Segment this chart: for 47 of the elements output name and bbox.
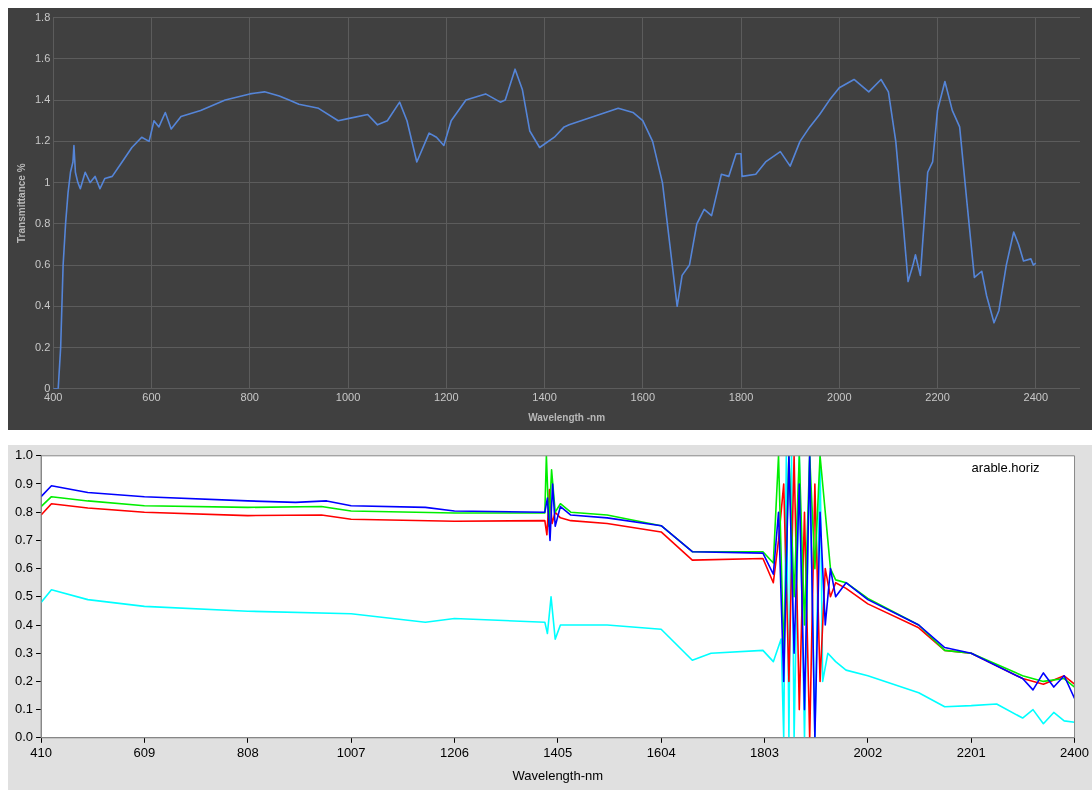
x-tick-label: 1400 bbox=[532, 391, 557, 404]
y-tick-label: 0.5 bbox=[14, 588, 34, 604]
x-tick-label: 1600 bbox=[630, 391, 656, 404]
x-axis-title: Wavelength -nm bbox=[528, 411, 606, 423]
y-tick-label: 0.3 bbox=[14, 644, 34, 660]
y-tick-label: 0.0 bbox=[14, 729, 34, 745]
y-tick-label: 1.0 bbox=[14, 447, 34, 463]
y-tick-label: 0.4 bbox=[34, 299, 51, 312]
x-tick-label: 1206 bbox=[440, 745, 469, 761]
x-tick-label: 1604 bbox=[646, 745, 676, 761]
y-tick-label: 1.4 bbox=[34, 93, 51, 106]
x-tick-label: 2000 bbox=[827, 391, 852, 404]
x-tick-label: 600 bbox=[142, 391, 161, 404]
x-tick-label: 1007 bbox=[336, 745, 366, 761]
y-tick-label: 1.2 bbox=[34, 134, 51, 147]
x-tick-label: 609 bbox=[133, 745, 156, 761]
x-tick-label: 400 bbox=[44, 391, 63, 404]
y-tick-label: 0.9 bbox=[14, 475, 34, 491]
y-tick-label: 0.2 bbox=[34, 340, 51, 353]
x-tick-label: 2400 bbox=[1023, 391, 1049, 404]
x-axis-title: Wavelength-nm bbox=[512, 767, 604, 783]
y-tick-label: 0.2 bbox=[14, 672, 34, 688]
y-tick-label: 1.8 bbox=[34, 10, 51, 23]
y-tick-label: 1 bbox=[44, 175, 51, 188]
annotation: arable.horiz bbox=[971, 459, 1040, 475]
x-tick-label: 2400 bbox=[1060, 745, 1089, 761]
y-tick-label: 0.6 bbox=[34, 258, 51, 271]
y-tick-label: 0.8 bbox=[34, 216, 51, 229]
y-tick-label: 0.8 bbox=[14, 503, 34, 519]
y-tick-label: 0.4 bbox=[14, 616, 34, 632]
y-tick-label: 1.6 bbox=[34, 51, 51, 64]
x-tick-label: 2200 bbox=[925, 391, 950, 404]
y-tick-label: 0.6 bbox=[14, 560, 34, 576]
x-tick-label: 2201 bbox=[956, 745, 986, 761]
y-tick-label: 0 bbox=[44, 381, 51, 394]
y-tick-label: 0.1 bbox=[14, 701, 34, 717]
x-tick-label: 808 bbox=[236, 745, 259, 761]
x-tick-label: 1000 bbox=[335, 391, 361, 404]
y-tick-label: 0.7 bbox=[14, 531, 34, 547]
x-tick-label: 1800 bbox=[728, 391, 754, 404]
x-tick-label: 410 bbox=[30, 745, 52, 761]
x-tick-label: 1405 bbox=[543, 745, 573, 761]
x-tick-label: 800 bbox=[240, 391, 259, 404]
x-tick-label: 1803 bbox=[750, 745, 779, 761]
x-tick-label: 2002 bbox=[853, 745, 883, 761]
y-axis-title: Transmittance % bbox=[15, 163, 27, 243]
x-tick-label: 1200 bbox=[434, 391, 459, 404]
